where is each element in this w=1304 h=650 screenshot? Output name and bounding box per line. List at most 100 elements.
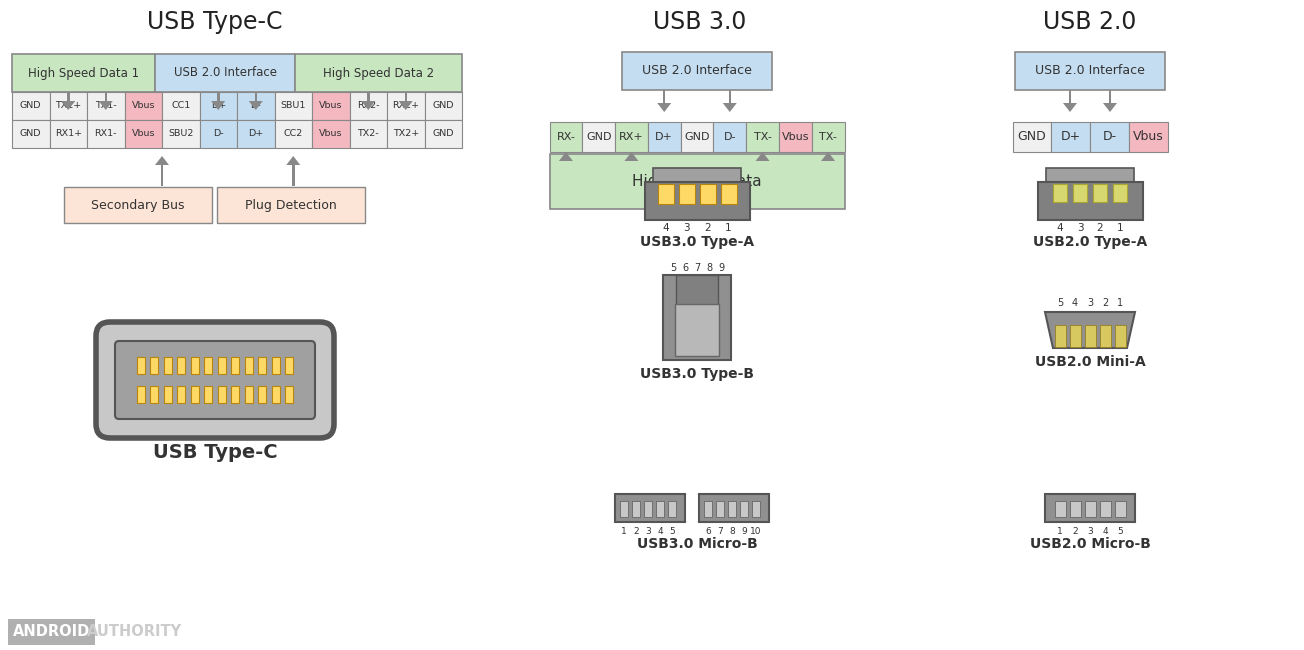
Bar [1090,122,1129,152]
Bar [1069,90,1072,103]
Bar [177,357,185,374]
Bar [656,501,664,517]
Bar [231,386,239,403]
Bar [811,122,845,152]
Bar [87,120,124,148]
Text: RX1+: RX1+ [55,129,82,138]
Bar [275,120,312,148]
Text: 2: 2 [1072,526,1078,536]
Bar [1055,501,1065,517]
Text: Vbus: Vbus [319,101,343,111]
Bar [1038,182,1142,220]
Bar [762,154,764,161]
Bar [177,386,185,403]
Text: USB Type-C: USB Type-C [147,10,283,34]
FancyBboxPatch shape [115,341,316,419]
Bar [164,357,172,374]
Text: CC1: CC1 [171,101,190,111]
Bar [1054,184,1067,202]
Bar [200,120,237,148]
Text: D+: D+ [1060,131,1081,144]
Text: USB3.0 Type-B: USB3.0 Type-B [640,367,754,381]
Text: SBU2: SBU2 [168,129,193,138]
Text: TX1+: TX1+ [55,101,81,111]
Bar [425,92,462,120]
Polygon shape [1103,103,1118,112]
Text: D-: D- [724,132,735,142]
Bar [704,501,712,517]
Bar [162,120,200,148]
Text: 3: 3 [1088,526,1093,536]
Text: GND: GND [20,129,42,138]
Bar [12,54,155,92]
Text: RX2+: RX2+ [393,101,420,111]
Bar [87,92,124,120]
Text: USB 2.0: USB 2.0 [1043,10,1137,34]
Text: USB 3.0: USB 3.0 [653,10,747,34]
Text: Vbus: Vbus [132,129,155,138]
Bar [583,122,615,152]
Bar [67,92,69,101]
Bar [678,184,695,204]
Text: D-: D- [213,129,223,138]
Text: 2: 2 [694,329,700,339]
Text: USB2.0 Type-A: USB2.0 Type-A [1033,235,1148,249]
Bar [216,187,365,223]
Text: 3: 3 [1077,223,1084,233]
Text: USB 2.0 Interface: USB 2.0 Interface [173,66,276,79]
Text: Vbus: Vbus [132,101,155,111]
Text: GND: GND [585,132,612,142]
Text: 4: 4 [657,526,662,536]
Bar [150,357,158,374]
Polygon shape [155,156,170,165]
Text: D-: D- [1102,131,1116,144]
Bar [746,122,778,152]
Bar [190,386,198,403]
Polygon shape [722,103,737,112]
Bar [387,120,425,148]
Bar [827,154,829,161]
Bar [648,122,681,152]
Bar [713,122,746,152]
Bar [699,494,769,522]
Bar [662,90,665,103]
Bar [50,120,87,148]
Text: CC2: CC2 [284,129,303,138]
Bar [275,92,312,120]
Bar [231,357,239,374]
FancyBboxPatch shape [96,322,334,438]
Text: USB2.0 Mini-A: USB2.0 Mini-A [1034,355,1145,369]
Text: TX2+: TX2+ [393,129,419,138]
Text: Vbus: Vbus [1133,131,1163,144]
Bar [387,92,425,120]
Text: 1: 1 [725,223,732,233]
Text: USB2.0 Micro-B: USB2.0 Micro-B [1030,537,1150,551]
Bar [1099,325,1111,347]
Text: 10: 10 [750,526,762,536]
Text: AUTHORITY: AUTHORITY [87,625,183,640]
Bar [295,54,462,92]
Text: 6: 6 [705,526,711,536]
Polygon shape [657,103,672,112]
Bar [1114,184,1127,202]
Text: Vbus: Vbus [781,132,808,142]
Text: 7: 7 [694,263,700,273]
Bar [245,386,253,403]
Text: ANDROID: ANDROID [13,625,90,640]
Bar [1012,122,1051,152]
Text: 5: 5 [669,526,675,536]
Text: RX+: RX+ [619,132,644,142]
Text: D+: D+ [211,101,226,111]
Bar [160,165,163,186]
Text: USB Type-C: USB Type-C [153,443,278,463]
Bar [1045,494,1134,522]
Bar [662,275,732,360]
Polygon shape [99,101,112,110]
Bar [216,92,219,101]
Polygon shape [625,152,639,161]
Bar [1069,325,1081,347]
Bar [1115,325,1125,347]
Polygon shape [1063,103,1077,112]
Bar [124,92,162,120]
Bar [349,92,387,120]
